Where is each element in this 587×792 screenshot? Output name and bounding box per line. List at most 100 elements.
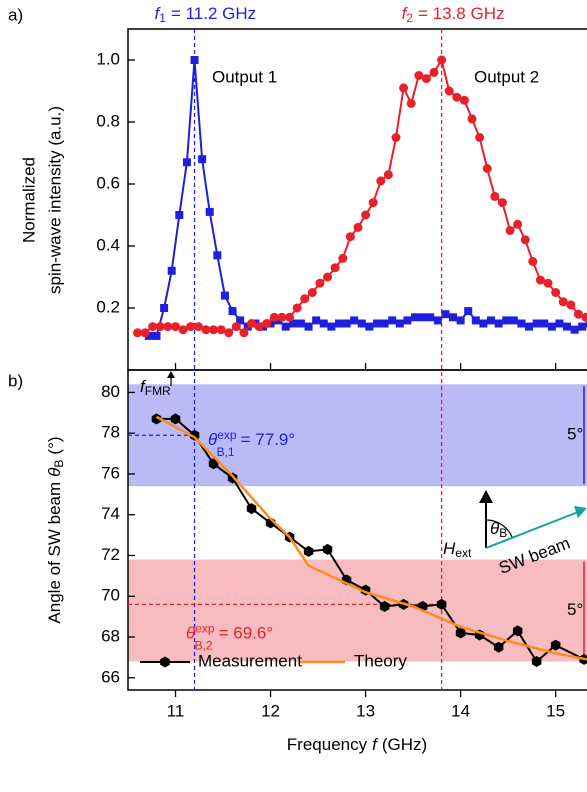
- text-part: θ: [186, 624, 196, 643]
- hexagon-marker: [550, 639, 561, 651]
- text-part: Angle of SW beam: [45, 482, 64, 624]
- square-marker: [205, 207, 214, 216]
- x-tick-label: 13: [356, 701, 375, 720]
- circle-marker: [140, 328, 150, 338]
- text-part: θ: [208, 431, 218, 450]
- x-tick-label: 15: [546, 701, 565, 720]
- field-arrow-head: [479, 490, 493, 503]
- y-tick-label: 68: [101, 626, 120, 645]
- square-marker: [502, 316, 511, 325]
- hexagon-marker: [170, 413, 181, 425]
- text-part: ext: [455, 546, 472, 560]
- angle-label: θB: [490, 519, 507, 539]
- circle-marker: [475, 133, 485, 142]
- square-marker: [190, 56, 199, 64]
- text-part: B: [499, 526, 507, 540]
- hexagon-marker: [379, 600, 390, 612]
- circle-marker: [581, 312, 587, 322]
- circle-marker: [573, 309, 583, 319]
- series-line: [148, 59, 587, 337]
- text-part: = 13.8 GHz: [418, 4, 504, 23]
- x-tick-label: 12: [261, 701, 280, 720]
- circle-marker: [467, 114, 477, 124]
- circle-marker: [171, 322, 181, 332]
- square-marker: [585, 319, 587, 328]
- circle-marker: [406, 98, 416, 108]
- beam-arrow-head: [574, 506, 587, 518]
- circle-marker: [193, 322, 203, 332]
- circle-marker: [307, 288, 317, 297]
- hexagon-marker: [208, 458, 219, 470]
- square-marker: [334, 319, 343, 328]
- y-axis-label: spin-wave intensity (a.u.): [45, 106, 64, 294]
- circle-marker: [414, 71, 424, 80]
- hexagon-marker: [246, 503, 257, 515]
- text-part: f: [140, 377, 147, 396]
- circle-marker: [224, 328, 234, 338]
- circle-marker: [558, 297, 568, 307]
- text-part: Frequency: [287, 735, 368, 754]
- circle-marker: [277, 312, 287, 322]
- y-tick-label: 74: [101, 504, 120, 523]
- square-marker: [410, 313, 419, 322]
- square-marker: [144, 331, 153, 340]
- text-part: = 77.9°: [241, 431, 296, 450]
- circle-marker: [285, 312, 295, 322]
- square-marker: [487, 316, 496, 325]
- y-tick-label: 72: [101, 545, 120, 564]
- circle-marker: [452, 92, 462, 102]
- reference-label: θexp B,2 = 69.6°: [186, 622, 273, 653]
- hexagon-marker: [189, 429, 200, 441]
- y-tick-label: 0.2: [96, 297, 120, 316]
- square-marker: [441, 310, 450, 319]
- circle-marker: [353, 222, 363, 232]
- circle-marker: [148, 322, 158, 332]
- y-tick-label: 0.6: [96, 173, 120, 192]
- circle-marker: [155, 322, 165, 332]
- square-marker: [312, 316, 321, 325]
- text-part: 2: [406, 11, 413, 25]
- hexagon-marker: [151, 413, 162, 425]
- square-marker: [372, 319, 381, 328]
- circle-marker: [444, 86, 454, 96]
- text-part: f: [155, 4, 162, 23]
- y-axis-label: Angle of SW beam θB (°): [45, 436, 65, 623]
- reference-label: θexp B,1 = 77.9°: [208, 429, 295, 460]
- x-tick-label: 11: [167, 701, 185, 720]
- panel-label: a): [8, 5, 23, 24]
- circle-marker: [551, 288, 561, 297]
- circle-marker: [300, 294, 310, 304]
- plot-frame: [127, 369, 587, 691]
- text-part: = 69.6°: [219, 624, 274, 643]
- y-tick-label: 76: [101, 463, 120, 482]
- circle-marker: [247, 319, 257, 328]
- square-marker: [547, 322, 556, 331]
- square-marker: [570, 325, 579, 334]
- square-marker: [274, 316, 283, 325]
- square-marker: [350, 316, 359, 325]
- square-marker: [418, 313, 427, 322]
- circle-marker: [520, 235, 530, 245]
- band-label: 5°: [567, 600, 583, 619]
- square-marker: [525, 322, 534, 331]
- circle-marker: [201, 325, 211, 335]
- square-marker: [281, 322, 290, 331]
- circle-marker: [315, 278, 325, 288]
- y-tick-label: 0.4: [96, 235, 120, 254]
- circle-marker: [361, 210, 371, 220]
- y-tick-label: 78: [101, 423, 120, 442]
- fmr-arrow-head: [167, 371, 175, 378]
- text-part: θ: [490, 519, 500, 538]
- y-tick-label: 80: [101, 382, 120, 401]
- text-part: exp: [217, 429, 237, 443]
- series-label: Output 2: [474, 67, 539, 86]
- x-tick-label: 14: [451, 701, 470, 720]
- square-marker: [456, 316, 465, 325]
- circle-marker: [292, 303, 302, 313]
- square-marker: [357, 319, 366, 328]
- circle-marker: [186, 322, 196, 332]
- circle-marker: [376, 176, 386, 186]
- square-marker: [563, 322, 572, 331]
- square-marker: [540, 319, 549, 328]
